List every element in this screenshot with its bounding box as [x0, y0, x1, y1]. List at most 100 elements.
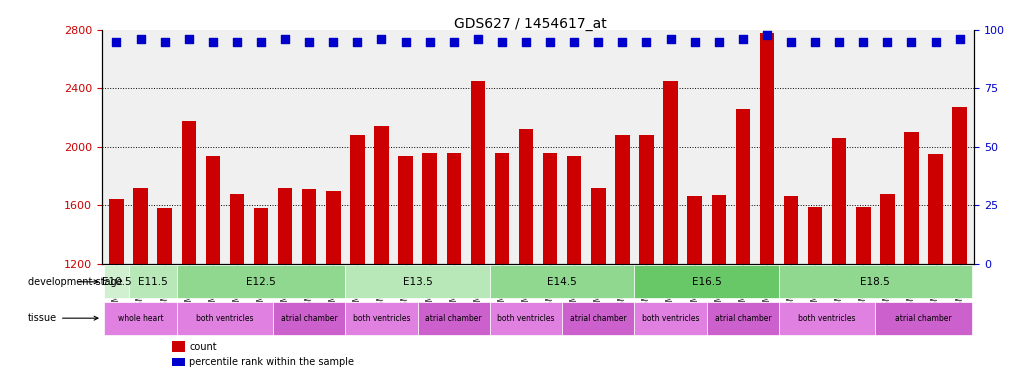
Text: whole heart: whole heart: [117, 314, 163, 322]
Text: atrial chamber: atrial chamber: [280, 314, 337, 322]
Text: both ventricles: both ventricles: [798, 314, 855, 322]
Bar: [759, 33, 773, 264]
FancyBboxPatch shape: [634, 266, 779, 298]
Text: tissue: tissue: [28, 313, 98, 323]
Bar: [542, 153, 556, 264]
Bar: [904, 132, 918, 264]
Bar: [350, 135, 364, 264]
Bar: [446, 153, 461, 264]
Point: [277, 36, 293, 42]
Point: [518, 39, 534, 45]
Bar: [567, 156, 581, 264]
Text: atrial chamber: atrial chamber: [714, 314, 770, 322]
FancyBboxPatch shape: [779, 302, 874, 334]
FancyBboxPatch shape: [489, 302, 561, 334]
Point: [686, 39, 702, 45]
Bar: [590, 188, 605, 264]
Text: E12.5: E12.5: [246, 277, 275, 287]
Point: [854, 39, 870, 45]
Point: [638, 39, 654, 45]
Point: [782, 39, 798, 45]
Bar: [832, 138, 846, 264]
Point: [180, 36, 197, 42]
Text: both ventricles: both ventricles: [353, 314, 410, 322]
Bar: [254, 208, 268, 264]
Bar: [614, 135, 629, 264]
Text: atrial chamber: atrial chamber: [425, 314, 482, 322]
Bar: [157, 208, 171, 264]
Bar: [879, 194, 894, 264]
Point: [926, 39, 943, 45]
Bar: [374, 126, 388, 264]
Point: [710, 39, 727, 45]
Text: both ventricles: both ventricles: [196, 314, 254, 322]
Text: atrial chamber: atrial chamber: [895, 314, 951, 322]
FancyBboxPatch shape: [345, 302, 417, 334]
Bar: [952, 107, 966, 264]
FancyBboxPatch shape: [176, 266, 345, 298]
FancyBboxPatch shape: [874, 302, 971, 334]
Text: both ventricles: both ventricles: [641, 314, 699, 322]
FancyBboxPatch shape: [104, 302, 176, 334]
Point: [132, 36, 149, 42]
FancyBboxPatch shape: [128, 266, 176, 298]
Bar: [470, 81, 485, 264]
Bar: [687, 196, 701, 264]
Text: E16.5: E16.5: [691, 277, 720, 287]
Point: [493, 39, 510, 45]
Point: [951, 36, 967, 42]
Point: [348, 39, 365, 45]
Point: [469, 36, 485, 42]
Bar: [422, 153, 436, 264]
Point: [205, 39, 221, 45]
Text: percentile rank within the sample: percentile rank within the sample: [190, 357, 354, 367]
Point: [613, 39, 630, 45]
Point: [806, 39, 822, 45]
Point: [228, 39, 245, 45]
Point: [156, 39, 172, 45]
Point: [301, 39, 317, 45]
Point: [108, 39, 124, 45]
Text: E11.5: E11.5: [138, 277, 167, 287]
Bar: [171, 358, 184, 366]
FancyBboxPatch shape: [273, 302, 345, 334]
Point: [373, 36, 389, 42]
Point: [445, 39, 462, 45]
Bar: [109, 200, 123, 264]
FancyBboxPatch shape: [561, 302, 634, 334]
Text: development stage: development stage: [28, 277, 122, 287]
FancyBboxPatch shape: [104, 266, 128, 298]
Point: [397, 39, 414, 45]
Bar: [639, 135, 653, 264]
Point: [830, 39, 847, 45]
FancyBboxPatch shape: [417, 302, 489, 334]
Text: E10.5: E10.5: [102, 277, 131, 287]
Bar: [494, 153, 508, 264]
Point: [253, 39, 269, 45]
Text: GDS627 / 1454617_at: GDS627 / 1454617_at: [453, 17, 606, 31]
Bar: [855, 207, 869, 264]
FancyBboxPatch shape: [345, 266, 489, 298]
Bar: [735, 109, 749, 264]
Point: [734, 36, 750, 42]
Bar: [326, 190, 340, 264]
Bar: [302, 189, 316, 264]
Bar: [711, 195, 726, 264]
Bar: [133, 188, 148, 264]
Bar: [783, 196, 798, 264]
Text: count: count: [190, 342, 217, 352]
Bar: [206, 156, 220, 264]
Point: [325, 39, 341, 45]
Bar: [171, 341, 184, 352]
FancyBboxPatch shape: [634, 302, 706, 334]
Bar: [229, 194, 244, 264]
Text: E14.5: E14.5: [547, 277, 577, 287]
FancyBboxPatch shape: [489, 266, 634, 298]
Bar: [927, 154, 942, 264]
Point: [903, 39, 919, 45]
Text: atrial chamber: atrial chamber: [570, 314, 626, 322]
Text: E13.5: E13.5: [403, 277, 432, 287]
Point: [421, 39, 437, 45]
Point: [541, 39, 557, 45]
Point: [758, 32, 774, 38]
